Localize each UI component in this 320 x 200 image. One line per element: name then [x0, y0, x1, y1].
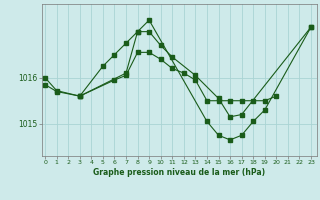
X-axis label: Graphe pression niveau de la mer (hPa): Graphe pression niveau de la mer (hPa) — [93, 168, 265, 177]
